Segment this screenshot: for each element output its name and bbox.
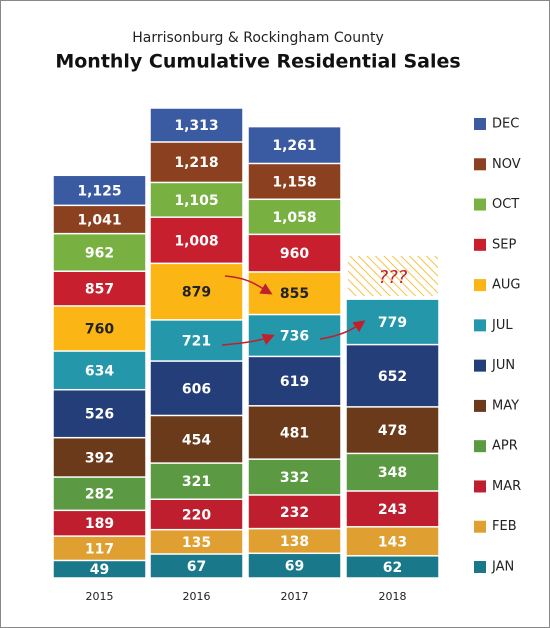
legend-swatch (474, 399, 486, 412)
legend-swatch (474, 158, 486, 171)
data-label: 143 (378, 534, 407, 550)
data-label: 960 (280, 246, 309, 262)
data-label: 135 (182, 535, 211, 551)
data-label: 138 (280, 534, 309, 550)
data-label: 478 (378, 423, 407, 439)
chart-title: Monthly Cumulative Residential Sales (55, 51, 460, 73)
bar-segment (345, 555, 440, 579)
data-label: 189 (85, 516, 114, 532)
data-label: 1,058 (272, 210, 316, 226)
data-label: 760 (85, 322, 114, 338)
data-label: 1,008 (174, 233, 218, 249)
data-label: 117 (85, 541, 114, 557)
x-tick-label: 2015 (86, 590, 114, 603)
legend-swatch (474, 520, 486, 533)
data-label: 652 (378, 369, 407, 385)
data-label: 392 (85, 450, 114, 466)
x-tick-label: 2018 (379, 590, 407, 603)
x-tick-label: 2017 (281, 590, 309, 603)
legend-swatch (474, 198, 486, 211)
legend-label: JUN (491, 358, 515, 373)
data-label: 321 (182, 474, 211, 490)
data-label: 634 (85, 363, 114, 379)
data-label: 69 (285, 559, 304, 575)
legend-label: FEB (492, 519, 517, 534)
data-label: 67 (187, 559, 206, 575)
legend-label: JAN (491, 560, 514, 575)
legend-label: APR (492, 439, 518, 454)
data-label: 348 (378, 465, 407, 481)
legend-swatch (474, 480, 486, 493)
data-label: 736 (280, 328, 309, 344)
hatch (348, 256, 438, 296)
data-label: 855 (280, 286, 309, 302)
data-label: 332 (280, 470, 309, 486)
data-label: 454 (182, 432, 211, 448)
data-label: 721 (182, 333, 211, 349)
legend-label: AUG (492, 278, 520, 293)
x-tick-label: 2016 (183, 590, 211, 603)
plot: 49 67 69 62 117 135 138 143 189 220 232 243 282 321 33… (52, 107, 440, 579)
legend-label: JUL (491, 318, 513, 333)
arrow (221, 333, 275, 346)
legend-swatch (474, 319, 486, 332)
data-label: 879 (182, 285, 211, 301)
data-label: 62 (383, 560, 402, 576)
data-label: 1,158 (272, 174, 316, 190)
bar-segment (149, 553, 244, 579)
legend-swatch (474, 359, 486, 372)
bar-segment (52, 559, 147, 579)
legend-label: SEP (492, 237, 516, 252)
data-label: 232 (280, 505, 309, 521)
annotation: ??? (379, 267, 408, 288)
data-label: 1,261 (272, 138, 316, 154)
legend-swatch (474, 561, 486, 573)
legend-swatch (474, 440, 486, 453)
data-label: 481 (280, 425, 309, 441)
arrow (319, 320, 366, 340)
legend-label: NOV (492, 157, 521, 172)
arrow (224, 275, 273, 295)
data-label: 1,125 (77, 183, 121, 199)
data-label: 1,218 (174, 155, 218, 171)
legend-label: OCT (492, 197, 519, 212)
data-label: 857 (85, 282, 114, 298)
data-label: 282 (85, 487, 114, 503)
legend-swatch (474, 279, 486, 292)
data-label: 1,105 (174, 193, 218, 209)
data-label: 606 (182, 381, 211, 397)
legend-label: MAY (492, 398, 519, 413)
chart-subtitle: Harrisonburg & Rockingham County (132, 30, 384, 46)
data-label: 962 (85, 245, 114, 261)
bar-segment (247, 552, 342, 579)
data-label: 1,313 (174, 118, 218, 134)
legend-label: MAR (492, 479, 521, 494)
data-label: 526 (85, 407, 114, 423)
legend-swatch (474, 118, 486, 130)
data-label: 243 (378, 502, 407, 518)
legend-swatch (474, 238, 486, 251)
data-label: 1,041 (77, 213, 121, 229)
data-label: 220 (182, 507, 211, 523)
data-label: 779 (378, 315, 407, 331)
data-label: 49 (90, 562, 109, 578)
legend-label: DEC (492, 117, 519, 132)
data-label: 619 (280, 374, 309, 390)
